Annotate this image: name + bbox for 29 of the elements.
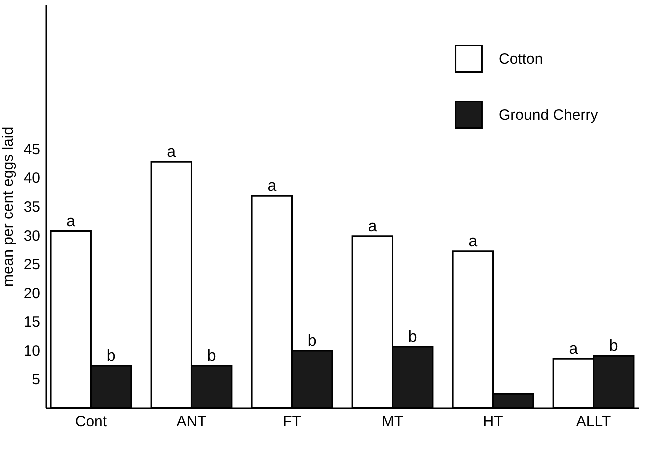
y-tick-label: 15 [24,314,40,332]
x-tick-label: MT [382,414,404,430]
y-tick-label: 30 [24,228,40,245]
data-label: b [106,348,116,365]
y-tick-label: 40 [24,170,40,188]
y-tick-label: 10 [24,342,40,360]
legend-label: Cotton [499,51,544,68]
data-label: a [167,144,176,162]
data-label: b [308,333,317,350]
y-tick-label: 45 [24,141,40,158]
data-label: a [66,213,76,230]
data-label: b [609,338,618,356]
x-tick-label: Cont [75,414,108,430]
x-tick-label: HT [483,414,504,430]
y-tick-label: 20 [24,285,40,302]
x-tick-label: FT [283,414,302,430]
data-label: b [408,328,418,346]
data-label: a [368,218,378,236]
data-label: a [468,233,478,250]
y-tick-label: 5 [32,372,40,389]
data-label: a [569,341,578,358]
data-label: b [207,348,216,365]
data-label: a [268,178,277,196]
legend-label: Ground Cherry [499,107,599,124]
x-tick-label: ANT [176,414,207,430]
y-axis-title: mean per cent eggs laid [0,126,17,288]
x-tick-label: ALLT [576,414,612,430]
y-tick-label: 35 [24,199,40,216]
y-tick-label: 25 [24,256,40,274]
